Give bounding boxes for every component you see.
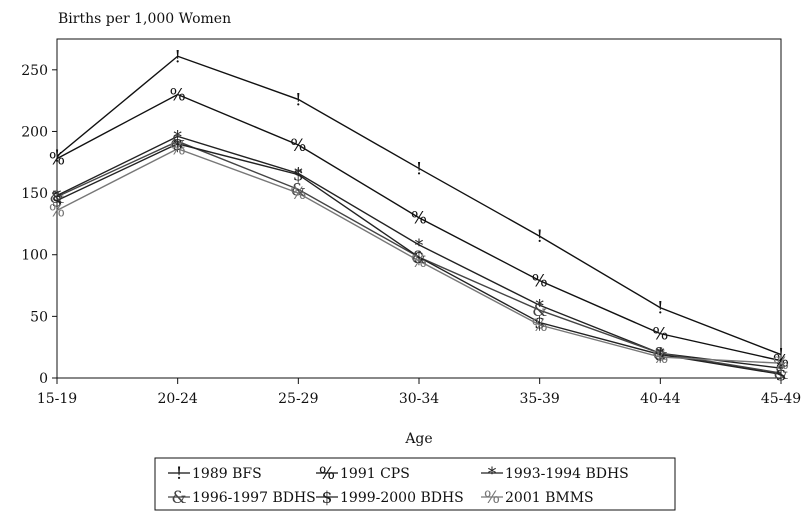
y-tick-label: 100 xyxy=(21,248,48,264)
data-point: * xyxy=(415,236,424,256)
data-point: ! xyxy=(295,90,302,110)
legend-marker: * xyxy=(488,464,497,484)
data-point: % xyxy=(290,136,306,156)
data-point: ! xyxy=(536,227,543,247)
series-line xyxy=(56,93,782,362)
legend-entry-label: 1993-1994 BDHS xyxy=(505,466,629,482)
data-point: & xyxy=(532,301,547,321)
legend-box xyxy=(154,457,676,511)
data-point: * xyxy=(53,187,62,207)
x-tick-label: 30-34 xyxy=(399,391,439,407)
data-point: % xyxy=(49,201,65,221)
y-axis-title: Births per 1,000 Women xyxy=(58,11,231,27)
y-tick-label: 50 xyxy=(30,309,48,325)
legend-entry-label: 2001 BMMS xyxy=(505,490,594,506)
legend-entry-label: 1996-1997 BDHS xyxy=(192,490,316,506)
data-point: % xyxy=(170,85,186,105)
data-point: $ xyxy=(414,248,425,268)
series-lines xyxy=(56,55,782,375)
y-tick-label: 250 xyxy=(21,63,48,79)
y-tick-label: 200 xyxy=(21,124,48,140)
x-tick-label: 40-44 xyxy=(640,391,680,407)
legend-entry-label: 1999-2000 BDHS xyxy=(340,490,464,506)
data-point: $ xyxy=(172,135,183,155)
legend-marker: % xyxy=(319,464,335,484)
series-line xyxy=(56,55,782,356)
y-tick-label: 0 xyxy=(39,371,48,387)
x-tick-label: 25-29 xyxy=(278,391,318,407)
data-point: % xyxy=(532,272,548,292)
x-axis-title: Age xyxy=(404,431,432,447)
data-point: * xyxy=(777,359,786,379)
data-point: * xyxy=(656,344,665,364)
data-point: % xyxy=(532,316,548,336)
series-markers: !!!!!!!%%%%%%%*******&&&&&&&$$$$$$$%%%%%… xyxy=(49,47,789,385)
data-point: $ xyxy=(293,166,304,186)
legend-entry-label: 1991 CPS xyxy=(340,466,410,482)
data-point: & xyxy=(773,364,788,384)
data-point: % xyxy=(170,140,186,160)
data-point: & xyxy=(170,132,185,152)
data-point: ! xyxy=(54,147,61,167)
x-tick-label: 45-49 xyxy=(761,391,801,407)
data-point: & xyxy=(653,344,668,364)
y-tick-label: 150 xyxy=(21,186,48,202)
legend-marker: % xyxy=(484,488,500,508)
data-point: % xyxy=(652,325,668,345)
x-tick-label: 15-19 xyxy=(37,391,77,407)
x-axis: 15-19 20-24 25-29 30-34 35-39 40-44 45-49 xyxy=(37,378,801,407)
data-point: ! xyxy=(174,47,181,67)
legend-marker: $ xyxy=(322,488,333,508)
legend-marker: ! xyxy=(176,464,183,484)
series-line xyxy=(56,143,782,375)
data-point: ! xyxy=(778,346,785,366)
data-point: $ xyxy=(655,346,666,366)
data-point: % xyxy=(411,252,427,272)
data-point: % xyxy=(652,348,668,368)
series-line xyxy=(56,147,782,364)
data-point: * xyxy=(294,164,303,184)
data-point: & xyxy=(291,180,306,200)
x-tick-label: 35-39 xyxy=(519,391,559,407)
data-point: $ xyxy=(776,365,787,385)
data-point: $ xyxy=(534,314,545,334)
x-tick-label: 20-24 xyxy=(157,391,197,407)
data-point: % xyxy=(411,209,427,229)
data-point: * xyxy=(173,127,182,147)
legend-marker: & xyxy=(171,488,186,508)
data-point: ! xyxy=(657,299,664,319)
data-point: * xyxy=(535,296,544,316)
legend-entry-label: 1989 BFS xyxy=(192,466,262,482)
data-point: & xyxy=(49,188,64,208)
data-point: ! xyxy=(416,159,423,179)
data-point: & xyxy=(411,248,426,268)
legend: ! 1989 BFS% 1991 CPS * 1993-1994 BDHS & 1996-1… xyxy=(154,457,676,511)
y-axis: 0 50 100 150 200 250 xyxy=(21,63,57,387)
data-point: % xyxy=(49,150,65,170)
data-point: % xyxy=(773,352,789,372)
data-point: % xyxy=(773,354,789,374)
data-point: % xyxy=(290,184,306,204)
data-point: $ xyxy=(52,191,63,211)
